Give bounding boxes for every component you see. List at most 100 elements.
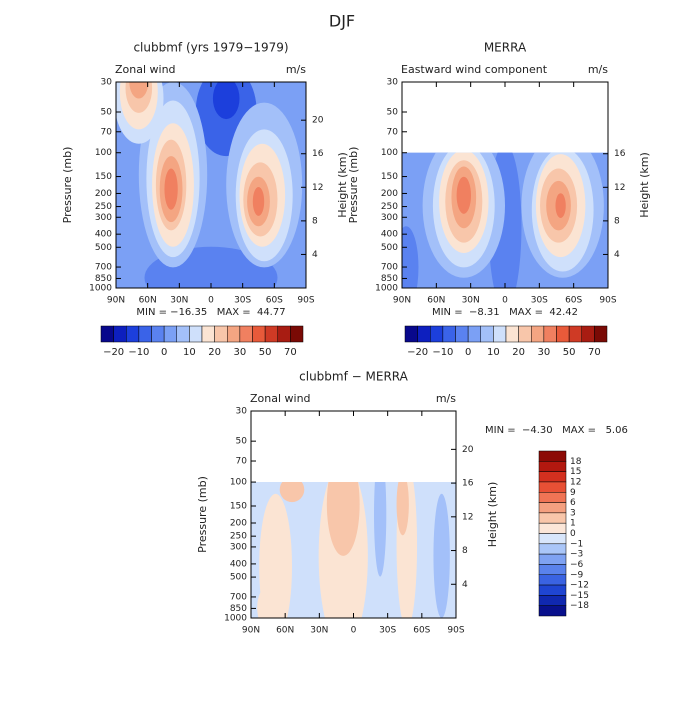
colorbar-box <box>113 325 127 343</box>
y-tick-label: 100 <box>95 148 112 158</box>
colorbar-label: 50 <box>563 347 576 358</box>
y-tick-label: 1000 <box>224 614 247 624</box>
figure-title: DJF <box>329 12 355 31</box>
colorbar-label: 1 <box>570 519 576 529</box>
y-tick-label: 30 <box>236 407 248 417</box>
y-tick-label: 150 <box>95 172 112 182</box>
colorbar-label: 10 <box>183 347 196 358</box>
y-tick-label: 300 <box>381 213 398 223</box>
y-tick-label: 400 <box>230 559 247 569</box>
colorbar-label: 12 <box>570 477 581 487</box>
colorbar-box <box>538 564 567 575</box>
contour-region <box>129 82 149 99</box>
colorbar-box <box>538 481 567 493</box>
y-tick-label: 400 <box>95 230 112 240</box>
colorbar-box <box>455 325 469 343</box>
colorbar-label: 10 <box>487 347 500 358</box>
y2-tick-label: 4 <box>312 250 318 260</box>
y-tick-label: 850 <box>95 274 112 284</box>
colorbar-label: 15 <box>570 467 581 477</box>
y-tick-label: 100 <box>381 148 398 158</box>
min-max: MIN = −8.31 MAX = 42.42 <box>432 307 578 318</box>
y2-axis-label: Height (km) <box>336 152 349 218</box>
contour-region <box>326 482 360 556</box>
x-tick-label: 90S <box>599 296 616 306</box>
units: m/s <box>588 63 608 76</box>
colorbar-label: −9 <box>570 570 584 580</box>
contour-region <box>164 168 178 210</box>
colorbar-label: 20 <box>512 347 525 358</box>
y-tick-label: 850 <box>381 274 398 284</box>
y2-tick-label: 20 <box>312 116 324 126</box>
x-tick-label: 30S <box>379 626 396 636</box>
colorbar-box <box>290 325 304 343</box>
colorbar-label: 0 <box>465 347 471 358</box>
contour-region <box>279 482 305 503</box>
subtitle: Eastward wind component <box>401 63 548 76</box>
y-tick-label: 500 <box>381 243 398 253</box>
colorbar-box <box>538 543 567 555</box>
units: m/s <box>436 392 456 405</box>
y-tick-label: 700 <box>95 263 112 273</box>
panel-title: clubbmf (yrs 1979−1979) <box>133 41 288 55</box>
colorbar-box <box>151 325 165 343</box>
x-tick-label: 0 <box>351 626 357 636</box>
colorbar-box <box>176 325 190 343</box>
y-tick-label: 250 <box>95 202 112 212</box>
colorbar-box <box>277 325 291 343</box>
y-tick-label: 700 <box>230 592 247 602</box>
contour-field <box>251 482 456 618</box>
colorbar-label: −20 <box>407 347 428 358</box>
y2-tick-label: 20 <box>462 445 474 455</box>
y-tick-label: 400 <box>381 230 398 240</box>
colorbar-box <box>538 522 567 534</box>
colorbar-box <box>538 502 567 514</box>
colorbar-box <box>126 325 140 343</box>
colorbar-label: 3 <box>570 508 576 518</box>
panel-title: MERRA <box>484 41 527 55</box>
y-axis-label: Pressure (mb) <box>196 476 209 553</box>
y-tick-label: 150 <box>230 502 247 512</box>
y2-tick-label: 12 <box>614 183 625 193</box>
colorbar-box <box>538 512 567 524</box>
contour-region <box>555 193 566 218</box>
y-tick-label: 30 <box>387 78 399 88</box>
y-tick-label: 700 <box>381 263 398 273</box>
y-tick-label: 150 <box>381 172 398 182</box>
colorbar-label: 0 <box>570 529 576 539</box>
colorbar-label: −10 <box>432 347 453 358</box>
x-tick-label: 60N <box>427 296 445 306</box>
colorbar-label: −6 <box>570 560 584 570</box>
contour-region <box>433 493 450 618</box>
contour-region <box>257 586 278 618</box>
colorbar-box <box>430 325 444 343</box>
y-tick-label: 300 <box>230 542 247 552</box>
y2-axis-label: Height (km) <box>486 482 499 548</box>
colorbar-box <box>442 325 456 343</box>
subtitle: Zonal wind <box>250 392 311 405</box>
y-tick-label: 30 <box>101 78 113 88</box>
colorbar-label: −10 <box>128 347 149 358</box>
x-tick-label: 30N <box>310 626 328 636</box>
colorbar-label: 70 <box>284 347 297 358</box>
colorbar-box <box>100 325 114 343</box>
colorbar-box <box>252 325 266 343</box>
y-axis-label: Pressure (mb) <box>61 147 74 224</box>
contour-region <box>374 482 387 577</box>
colorbar-label: −20 <box>103 347 124 358</box>
y-tick-label: 1000 <box>89 284 112 294</box>
y2-tick-label: 8 <box>312 216 318 226</box>
y2-axis-label: Height (km) <box>638 152 651 218</box>
colorbar-box <box>538 595 567 606</box>
y2-tick-label: 16 <box>312 149 324 159</box>
colorbar-label: 30 <box>538 347 551 358</box>
colorbar-box <box>518 325 532 343</box>
x-tick-label: 90N <box>107 296 125 306</box>
colorbar-box <box>505 325 519 343</box>
colorbar-box <box>264 325 278 343</box>
colorbar-box <box>538 574 567 586</box>
units: m/s <box>286 63 306 76</box>
x-tick-label: 60S <box>413 626 430 636</box>
y-tick-label: 50 <box>236 437 248 447</box>
y-tick-label: 100 <box>230 478 247 488</box>
